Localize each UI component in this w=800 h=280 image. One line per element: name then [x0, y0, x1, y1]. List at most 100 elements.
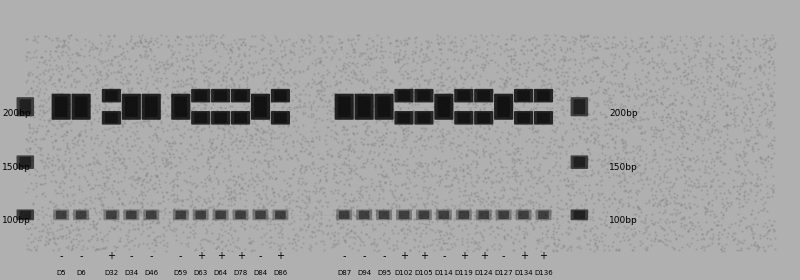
Point: [146, 209, 159, 214]
Point: [318, 86, 331, 90]
Point: [329, 242, 342, 246]
Point: [178, 154, 191, 158]
Point: [725, 55, 738, 59]
Point: [710, 119, 723, 123]
Point: [530, 51, 543, 56]
Point: [379, 49, 392, 53]
Point: [761, 38, 774, 43]
Point: [428, 216, 441, 220]
Point: [606, 126, 619, 130]
Point: [402, 36, 415, 40]
Point: [587, 44, 600, 49]
Point: [247, 185, 260, 189]
Point: [515, 116, 528, 120]
Point: [260, 101, 273, 106]
Point: [594, 216, 607, 221]
Point: [232, 183, 245, 187]
Point: [737, 215, 750, 219]
Point: [525, 200, 538, 205]
Point: [598, 248, 610, 252]
Point: [139, 119, 152, 123]
Point: [572, 129, 585, 133]
Point: [265, 240, 278, 244]
Point: [686, 81, 699, 85]
Point: [366, 156, 379, 161]
Point: [228, 229, 241, 234]
Point: [90, 81, 102, 85]
Point: [179, 97, 192, 101]
Point: [205, 129, 218, 134]
Point: [555, 73, 568, 78]
Point: [43, 77, 56, 81]
Point: [204, 155, 217, 159]
Point: [323, 116, 336, 120]
Point: [527, 200, 540, 204]
Point: [299, 139, 312, 144]
Point: [706, 227, 718, 232]
Point: [102, 73, 114, 77]
Point: [252, 87, 265, 91]
Point: [526, 126, 539, 130]
Point: [30, 87, 42, 92]
Point: [128, 159, 141, 163]
Point: [117, 121, 130, 125]
Point: [762, 87, 774, 91]
Point: [582, 157, 594, 162]
Point: [63, 147, 76, 151]
Point: [460, 152, 473, 156]
Point: [656, 197, 669, 201]
Point: [181, 64, 194, 69]
Point: [320, 141, 333, 146]
Point: [751, 243, 764, 248]
Point: [558, 55, 571, 60]
Point: [315, 216, 328, 220]
Point: [314, 81, 326, 85]
Point: [190, 165, 202, 169]
Point: [758, 62, 770, 66]
Point: [676, 100, 689, 105]
Point: [438, 241, 451, 245]
Point: [502, 140, 514, 144]
Point: [515, 203, 528, 207]
Point: [540, 145, 553, 149]
Point: [705, 129, 718, 134]
Point: [175, 198, 188, 202]
Point: [225, 42, 238, 46]
Point: [598, 195, 610, 199]
Point: [550, 138, 562, 143]
Point: [139, 94, 152, 98]
Point: [428, 248, 441, 252]
Point: [29, 167, 42, 172]
Point: [346, 212, 359, 216]
Point: [258, 81, 270, 85]
Point: [42, 155, 55, 160]
Point: [48, 163, 61, 167]
Point: [586, 232, 599, 237]
Point: [293, 99, 306, 103]
Point: [320, 179, 333, 183]
Point: [338, 191, 351, 196]
Point: [146, 137, 158, 142]
Point: [738, 189, 751, 193]
Point: [407, 174, 420, 178]
Point: [62, 244, 75, 248]
Text: -: -: [79, 251, 83, 262]
Point: [427, 104, 440, 109]
Point: [526, 42, 538, 47]
Point: [361, 222, 374, 227]
Point: [267, 190, 280, 194]
Point: [49, 204, 62, 208]
Point: [430, 200, 443, 205]
Point: [119, 166, 132, 171]
Point: [342, 146, 355, 150]
Point: [32, 93, 45, 97]
Point: [550, 125, 563, 130]
Point: [330, 81, 342, 86]
Point: [309, 205, 322, 209]
Point: [235, 185, 248, 190]
Point: [660, 179, 673, 184]
Point: [30, 73, 43, 78]
Point: [748, 242, 761, 246]
FancyBboxPatch shape: [275, 211, 286, 219]
Point: [255, 179, 268, 183]
